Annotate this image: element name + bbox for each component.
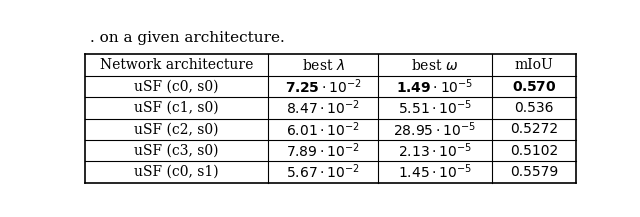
Text: $28.95\cdot10^{-5}$: $28.95\cdot10^{-5}$ xyxy=(393,120,476,139)
Text: 0.5102: 0.5102 xyxy=(509,144,558,158)
Text: $\mathbf{7.25}\cdot10^{-2}$: $\mathbf{7.25}\cdot10^{-2}$ xyxy=(285,77,362,96)
Text: best $\omega$: best $\omega$ xyxy=(411,58,458,73)
Text: $1.45\cdot10^{-5}$: $1.45\cdot10^{-5}$ xyxy=(397,163,472,181)
Text: $\mathbf{1.49}\cdot10^{-5}$: $\mathbf{1.49}\cdot10^{-5}$ xyxy=(396,77,474,96)
Text: uSF (c2, s0): uSF (c2, s0) xyxy=(134,122,219,136)
Text: 0.5272: 0.5272 xyxy=(510,122,558,136)
Text: uSF (c3, s0): uSF (c3, s0) xyxy=(134,144,219,158)
Text: mIoU: mIoU xyxy=(515,58,553,72)
Text: $5.51\cdot10^{-5}$: $5.51\cdot10^{-5}$ xyxy=(397,99,472,117)
Text: $6.01\cdot10^{-2}$: $6.01\cdot10^{-2}$ xyxy=(286,120,360,139)
Text: 0.5579: 0.5579 xyxy=(509,165,558,179)
Text: Network architecture: Network architecture xyxy=(100,58,253,72)
Text: uSF (c0, s1): uSF (c0, s1) xyxy=(134,165,219,179)
Text: best $\lambda$: best $\lambda$ xyxy=(301,58,344,73)
Text: $2.13\cdot10^{-5}$: $2.13\cdot10^{-5}$ xyxy=(397,141,472,160)
Text: $5.67\cdot10^{-2}$: $5.67\cdot10^{-2}$ xyxy=(286,163,360,181)
Text: 0.536: 0.536 xyxy=(514,101,554,115)
Text: . on a given architecture.: . on a given architecture. xyxy=(90,31,285,45)
Text: uSF (c0, s0): uSF (c0, s0) xyxy=(134,79,219,94)
Text: $8.47\cdot10^{-2}$: $8.47\cdot10^{-2}$ xyxy=(286,99,360,117)
Text: uSF (c1, s0): uSF (c1, s0) xyxy=(134,101,219,115)
Text: $7.89\cdot10^{-2}$: $7.89\cdot10^{-2}$ xyxy=(286,141,360,160)
Text: $\mathbf{0.570}$: $\mathbf{0.570}$ xyxy=(511,79,556,94)
